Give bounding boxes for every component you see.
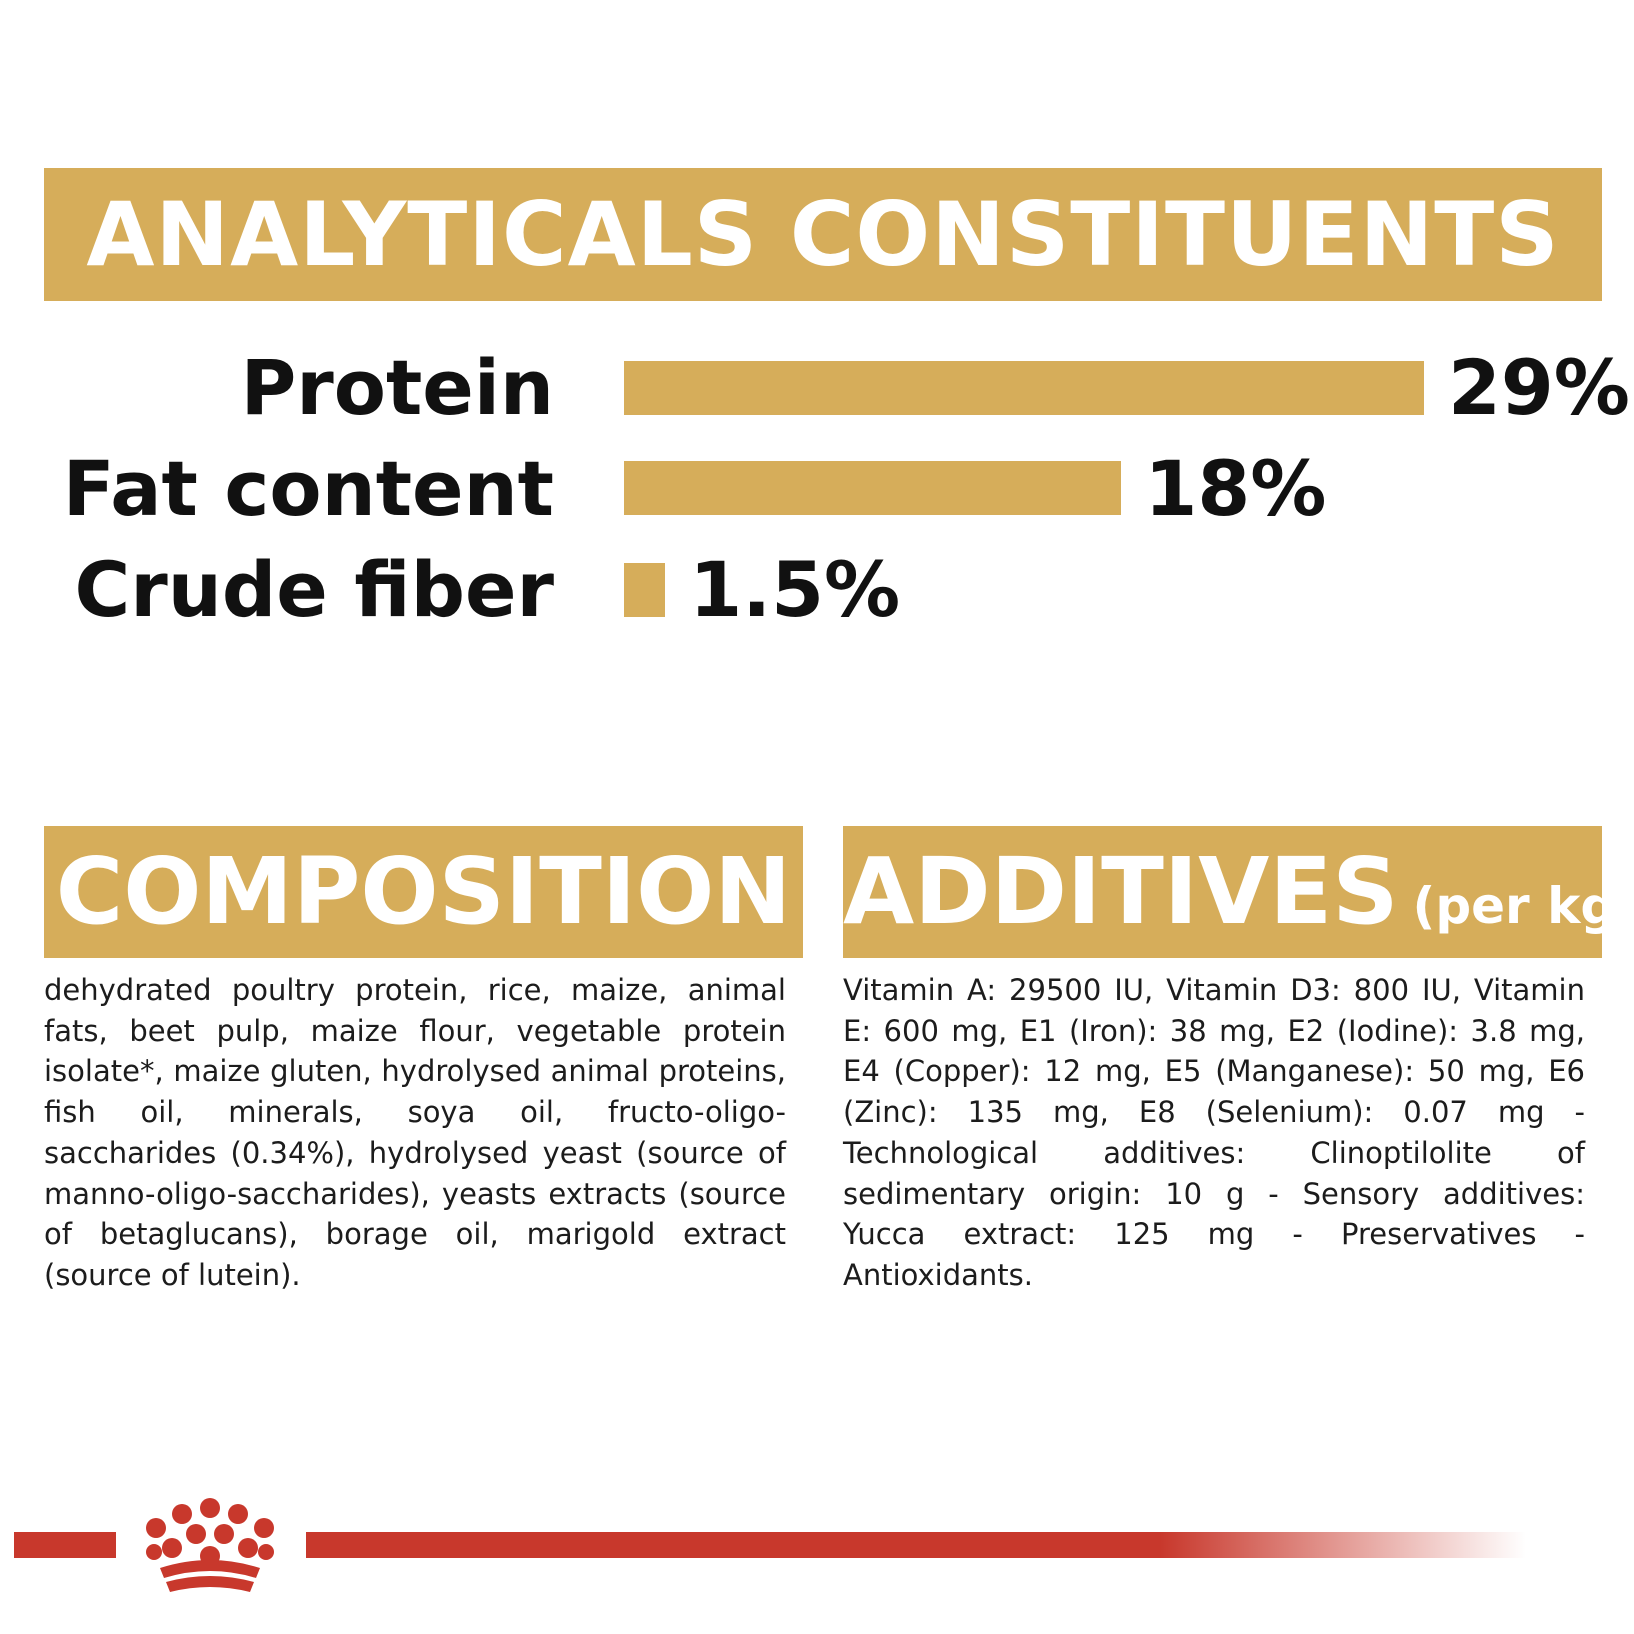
composition-title: COMPOSITION xyxy=(55,838,792,945)
additives-text: Vitamin A: 29500 IU, Vitamin D3: 800 IU,… xyxy=(843,973,1585,1292)
crude-fiber-label: Crude fiber xyxy=(74,545,554,634)
footer-brand-line-right xyxy=(306,1532,1526,1558)
additives-header: ADDITIVES (per kg) xyxy=(843,826,1634,958)
additives-subtitle: (per kg) xyxy=(1412,877,1634,935)
crude-fiber-bar xyxy=(624,563,666,617)
analytical-constituents-title: ANALYTICALS CONSTITUENTS xyxy=(86,183,1560,286)
additives-title: ADDITIVES xyxy=(843,838,1399,945)
protein-bar xyxy=(624,361,1424,415)
royal-canin-crown-logo-icon xyxy=(146,1498,274,1592)
composition-header: COMPOSITION xyxy=(44,826,803,958)
protein-value: 29% xyxy=(1448,343,1630,432)
protein-label: Protein xyxy=(240,343,554,432)
fat-content-label: Fat content xyxy=(62,444,554,533)
crude-fiber-value: 1.5% xyxy=(689,545,901,634)
fat-content-value: 18% xyxy=(1144,444,1327,533)
composition-text: dehydrated poultry protein, rice, maize,… xyxy=(44,973,786,1292)
analytical-constituents-header: ANALYTICALS CONSTITUENTS xyxy=(44,168,1602,301)
footer-brand-line-left xyxy=(14,1532,116,1558)
fat-content-bar xyxy=(624,461,1121,515)
